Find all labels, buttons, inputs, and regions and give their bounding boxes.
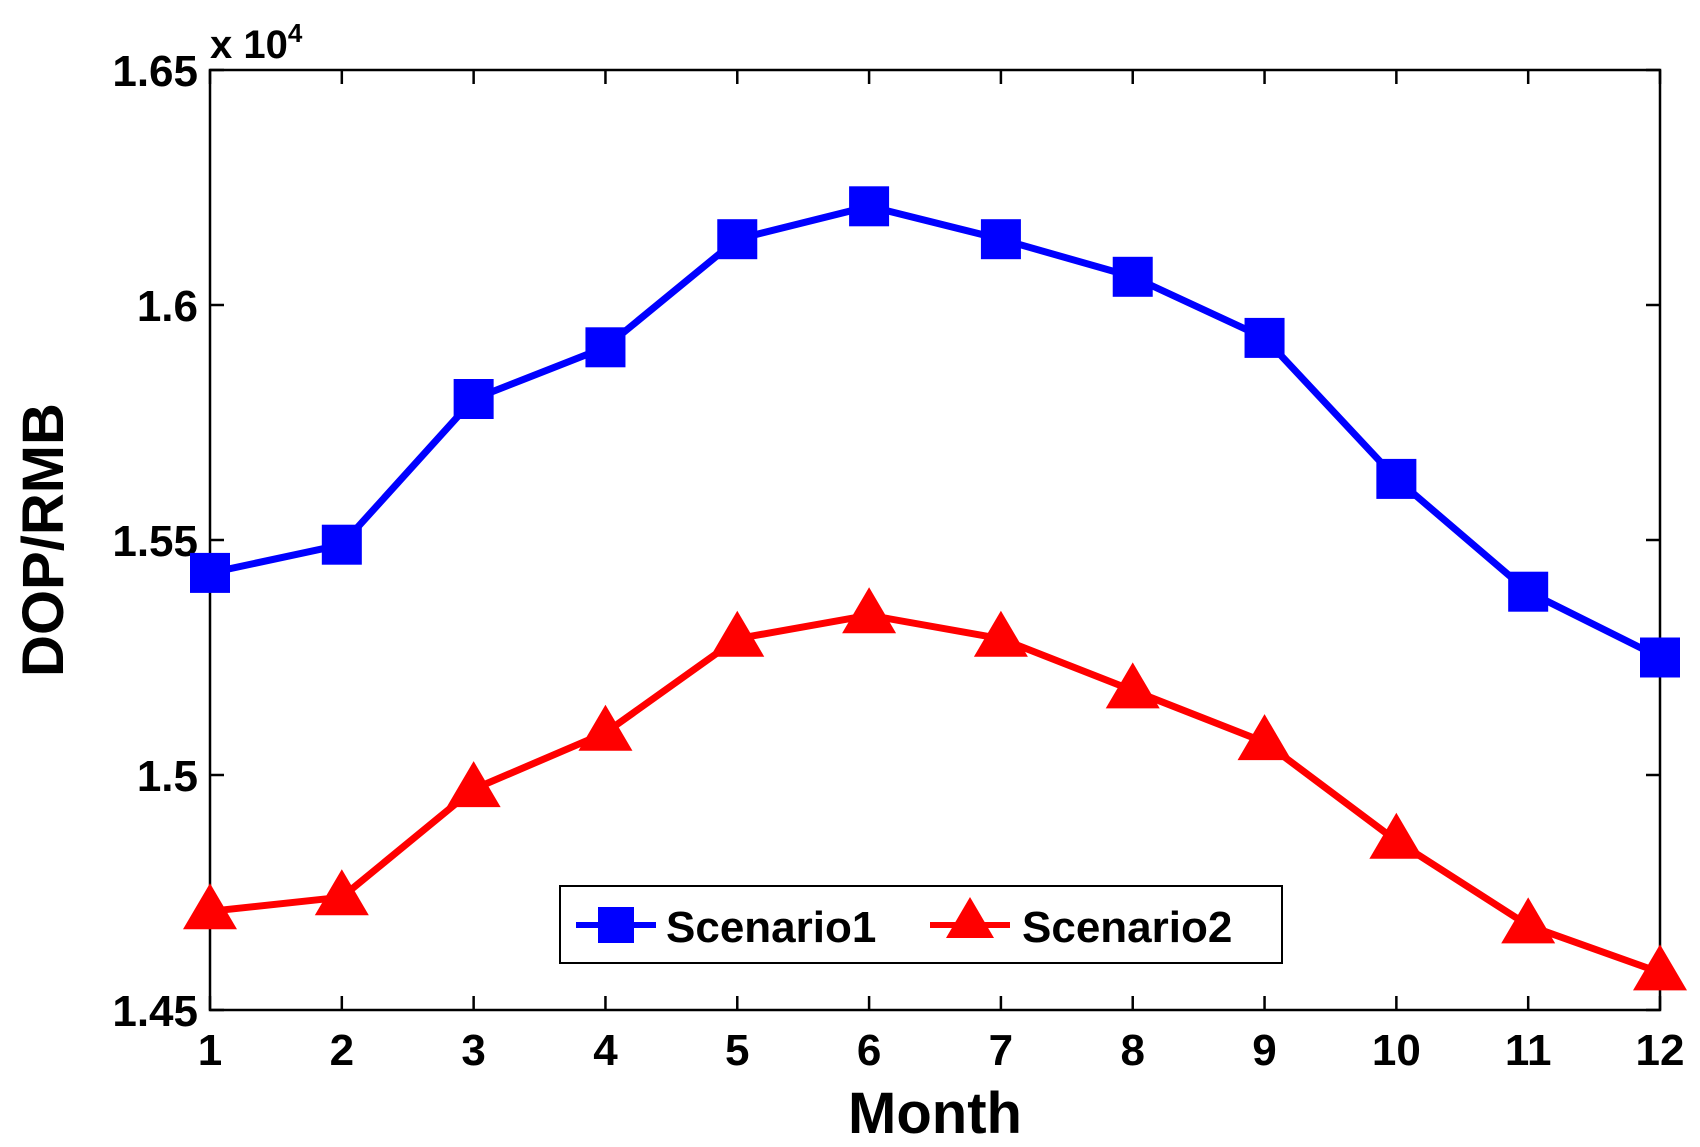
legend-label-scenario2: Scenario2 <box>1022 903 1232 952</box>
x-tick-label: 1 <box>198 1026 222 1075</box>
legend-box <box>559 885 1283 964</box>
y-tick-label: 1.65 <box>112 47 198 96</box>
data-point-scenario1 <box>1112 256 1153 297</box>
x-tick-label: 2 <box>330 1026 354 1075</box>
x-tick-label: 6 <box>857 1026 881 1075</box>
data-point-scenario2 <box>1105 662 1160 709</box>
data-point-scenario1 <box>453 379 494 419</box>
data-point-scenario2 <box>578 704 633 751</box>
data-point-scenario2 <box>183 883 237 930</box>
data-point-scenario1 <box>717 219 758 260</box>
data-point-scenario2 <box>1369 812 1424 859</box>
data-point-scenario2 <box>973 610 1028 657</box>
data-point-scenario1 <box>849 186 890 227</box>
data-point-scenario1 <box>1244 317 1285 358</box>
x-tick-label: 10 <box>1372 1026 1421 1075</box>
y-axis-title: DOP/RMB <box>11 403 76 677</box>
x-tick-label: 9 <box>1252 1026 1276 1075</box>
data-point-scenario2 <box>1633 944 1687 991</box>
x-tick-label: 12 <box>1636 1026 1685 1075</box>
y-tick-label: 1.5 <box>137 752 198 801</box>
data-point-scenario1 <box>585 327 626 368</box>
data-point-scenario1 <box>1640 637 1680 678</box>
y-scale-label: x 104 <box>210 18 303 67</box>
data-point-scenario2 <box>314 869 369 916</box>
y-tick-label: 1.6 <box>137 282 198 331</box>
legend-marker-scenario1 <box>598 907 634 943</box>
series-line-scenario1 <box>206 202 1664 661</box>
y-tick-label: 1.45 <box>112 987 198 1036</box>
x-tick-label: 11 <box>1505 1026 1552 1075</box>
x-tick-label: 5 <box>725 1026 749 1075</box>
x-tick-label: 4 <box>593 1026 618 1075</box>
x-axis-ticks: 1 2 3 4 5 6 7 8 9 10 11 12 <box>198 70 1685 1075</box>
data-point-scenario2 <box>1237 714 1292 761</box>
data-point-scenario1 <box>190 552 230 593</box>
data-point-scenario1 <box>321 524 362 565</box>
x-axis-title: Month <box>848 1081 1022 1146</box>
x-tick-label: 8 <box>1120 1026 1144 1075</box>
data-point-scenario2 <box>1501 897 1556 944</box>
data-point-scenario2 <box>446 761 501 808</box>
legend: Scenario1 Scenario2 <box>559 885 1283 964</box>
data-point-scenario2 <box>710 610 765 657</box>
data-point-scenario1 <box>1376 458 1417 499</box>
data-point-scenario1 <box>1508 571 1549 612</box>
x-tick-label: 7 <box>989 1026 1013 1075</box>
y-tick-label: 1.55 <box>112 517 198 566</box>
legend-marker-scenario2 <box>946 897 994 938</box>
series-layer <box>183 186 1687 991</box>
y-axis-ticks: 1.45 1.5 1.55 1.6 1.65 <box>112 47 1660 1036</box>
data-point-scenario1 <box>980 219 1021 260</box>
legend-label-scenario1: Scenario1 <box>666 903 876 952</box>
data-point-scenario2 <box>842 587 897 634</box>
x-tick-label: 3 <box>461 1026 485 1075</box>
